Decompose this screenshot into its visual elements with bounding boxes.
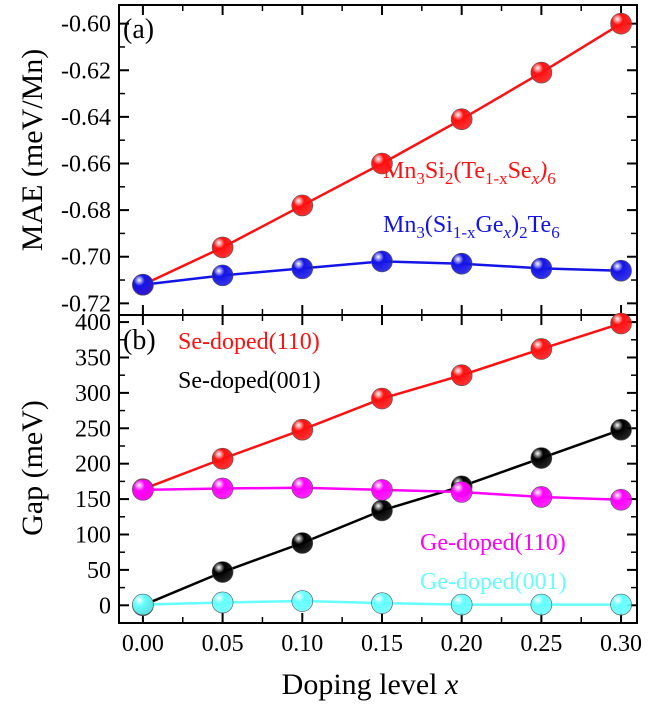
data-point-ge-doped-001 bbox=[291, 590, 314, 612]
y-tick-label: -0.72 bbox=[61, 291, 111, 317]
data-point-mn3si2-te1-xsex-6 bbox=[450, 108, 473, 131]
x-tick-label: 0.05 bbox=[202, 631, 244, 657]
data-point-se-doped-110 bbox=[371, 387, 393, 410]
y-tick-label: -0.70 bbox=[61, 245, 111, 271]
data-point-ge-doped-110 bbox=[371, 479, 393, 501]
data-point-ge-doped-110 bbox=[450, 481, 473, 503]
data-point-mn3-si1-xgex-2te6 bbox=[450, 252, 473, 275]
legend-se-doped-110: Se-doped(110) bbox=[178, 329, 320, 355]
y-tick-label: 400 bbox=[75, 310, 111, 336]
data-point-se-doped-110 bbox=[211, 447, 234, 470]
x-tick-label: 0.20 bbox=[441, 631, 483, 657]
data-point-ge-doped-001 bbox=[371, 592, 393, 614]
data-point-ge-doped-110 bbox=[610, 488, 632, 511]
data-point-mn3-si1-xgex-2te6 bbox=[530, 257, 553, 280]
data-point-ge-doped-001 bbox=[450, 593, 473, 616]
y-tick-label: 0 bbox=[99, 593, 111, 619]
x-tick-label: 0.15 bbox=[361, 631, 403, 657]
data-point-mn3si2-te1-xsex-6 bbox=[610, 12, 632, 35]
y-tick-label: 50 bbox=[87, 558, 111, 584]
panel-a-y-axis-label: MAE (meV/Mn) bbox=[16, 49, 49, 251]
data-point-se-doped-110 bbox=[530, 338, 553, 360]
data-point-ge-doped-110 bbox=[211, 477, 234, 500]
data-point-se-doped-110 bbox=[610, 312, 632, 335]
y-tick-label: 350 bbox=[75, 345, 111, 371]
data-point-mn3si2-te1-xsex-6 bbox=[530, 61, 553, 84]
x-tick-label: 0.10 bbox=[281, 631, 323, 657]
y-tick-label: 300 bbox=[75, 381, 111, 407]
data-point-se-doped-001 bbox=[211, 561, 234, 583]
data-point-mn3-si1-xgex-2te6 bbox=[132, 273, 154, 296]
panel-b-frame bbox=[118, 314, 638, 624]
data-point-ge-doped-110 bbox=[291, 476, 314, 499]
y-tick-label: 100 bbox=[75, 522, 111, 548]
data-point-ge-doped-001 bbox=[530, 593, 553, 616]
panel-b-label: (b) bbox=[123, 325, 156, 356]
legend-se-doped-001: Se-doped(001) bbox=[178, 368, 321, 394]
data-point-se-doped-001 bbox=[610, 418, 632, 441]
y-tick-label: -0.66 bbox=[61, 151, 111, 177]
x-tick-label: 0.30 bbox=[600, 631, 642, 657]
panel-b-gap: 0 50 100 150 200 250 300 350 400 (b) Gap (meV) S… bbox=[16, 310, 642, 701]
data-point-se-doped-001 bbox=[371, 499, 393, 522]
y-tick-label: 150 bbox=[75, 487, 111, 513]
legend-mn3si2-te-se: Mn3Si2(Te1-xSex)6 bbox=[383, 158, 556, 188]
panel-a-mae: -0.72-0.70-0.68-0.66-0.64-0.62-0.60 (a) … bbox=[16, 4, 638, 317]
data-point-mn3-si1-xgex-2te6 bbox=[610, 259, 632, 282]
y-tick-label: -0.68 bbox=[61, 198, 111, 224]
data-point-se-doped-001 bbox=[291, 532, 314, 554]
panel-b-y-axis-label: Gap (meV) bbox=[16, 400, 49, 536]
data-point-mn3si2-te1-xsex-6 bbox=[371, 152, 393, 175]
data-point-ge-doped-110 bbox=[132, 479, 154, 501]
data-point-se-doped-001 bbox=[530, 447, 553, 469]
data-point-ge-doped-001 bbox=[211, 591, 234, 614]
panel-a-label: (a) bbox=[123, 14, 154, 45]
legend-ge-doped-001: Ge-doped(001) bbox=[420, 569, 567, 595]
legend-mn3-si-ge-te6: Mn3(Si1-xGex)2Te6 bbox=[383, 212, 560, 242]
data-point-ge-doped-110 bbox=[530, 486, 553, 508]
legend-ge-doped-110: Ge-doped(110) bbox=[420, 530, 566, 556]
x-tick-label: 0.00 bbox=[122, 631, 164, 657]
y-tick-label: -0.64 bbox=[61, 105, 111, 131]
y-tick-label: -0.62 bbox=[61, 58, 111, 84]
data-point-mn3-si1-xgex-2te6 bbox=[371, 250, 393, 273]
data-point-se-doped-110 bbox=[291, 418, 314, 441]
data-point-ge-doped-001 bbox=[132, 593, 154, 616]
data-point-ge-doped-001 bbox=[610, 593, 632, 616]
data-point-mn3si2-te1-xsex-6 bbox=[291, 194, 314, 217]
y-tick-label: 200 bbox=[75, 452, 111, 478]
data-point-se-doped-110 bbox=[450, 364, 473, 386]
x-axis-label: Doping level x bbox=[282, 668, 459, 701]
y-tick-label: 250 bbox=[75, 416, 111, 442]
data-point-mn3-si1-xgex-2te6 bbox=[211, 264, 234, 287]
data-point-mn3-si1-xgex-2te6 bbox=[291, 257, 314, 280]
data-point-mn3si2-te1-xsex-6 bbox=[211, 236, 234, 259]
y-tick-label: -0.60 bbox=[61, 12, 111, 38]
x-tick-label: 0.25 bbox=[520, 631, 562, 657]
